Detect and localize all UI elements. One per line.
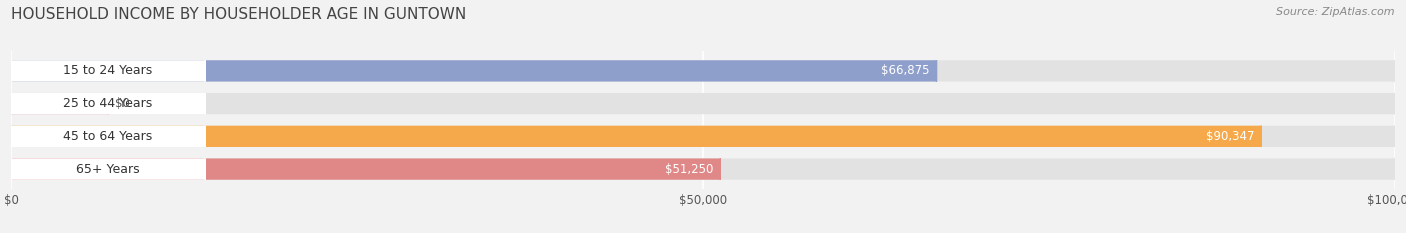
Text: 25 to 44 Years: 25 to 44 Years <box>63 97 153 110</box>
Text: HOUSEHOLD INCOME BY HOUSEHOLDER AGE IN GUNTOWN: HOUSEHOLD INCOME BY HOUSEHOLDER AGE IN G… <box>11 7 467 22</box>
FancyBboxPatch shape <box>11 60 205 82</box>
FancyBboxPatch shape <box>11 60 1395 82</box>
FancyBboxPatch shape <box>11 126 1261 147</box>
Text: $0: $0 <box>115 97 129 110</box>
FancyBboxPatch shape <box>11 126 205 147</box>
FancyBboxPatch shape <box>11 93 108 114</box>
FancyBboxPatch shape <box>11 158 1395 180</box>
FancyBboxPatch shape <box>11 93 205 114</box>
Text: 45 to 64 Years: 45 to 64 Years <box>63 130 153 143</box>
Text: Source: ZipAtlas.com: Source: ZipAtlas.com <box>1277 7 1395 17</box>
FancyBboxPatch shape <box>11 158 205 180</box>
Text: $90,347: $90,347 <box>1206 130 1254 143</box>
Text: 15 to 24 Years: 15 to 24 Years <box>63 64 153 77</box>
FancyBboxPatch shape <box>11 126 1395 147</box>
FancyBboxPatch shape <box>11 158 720 180</box>
Text: 65+ Years: 65+ Years <box>76 163 141 176</box>
Text: $51,250: $51,250 <box>665 163 713 176</box>
FancyBboxPatch shape <box>11 60 936 82</box>
FancyBboxPatch shape <box>11 93 1395 114</box>
Text: $66,875: $66,875 <box>882 64 929 77</box>
